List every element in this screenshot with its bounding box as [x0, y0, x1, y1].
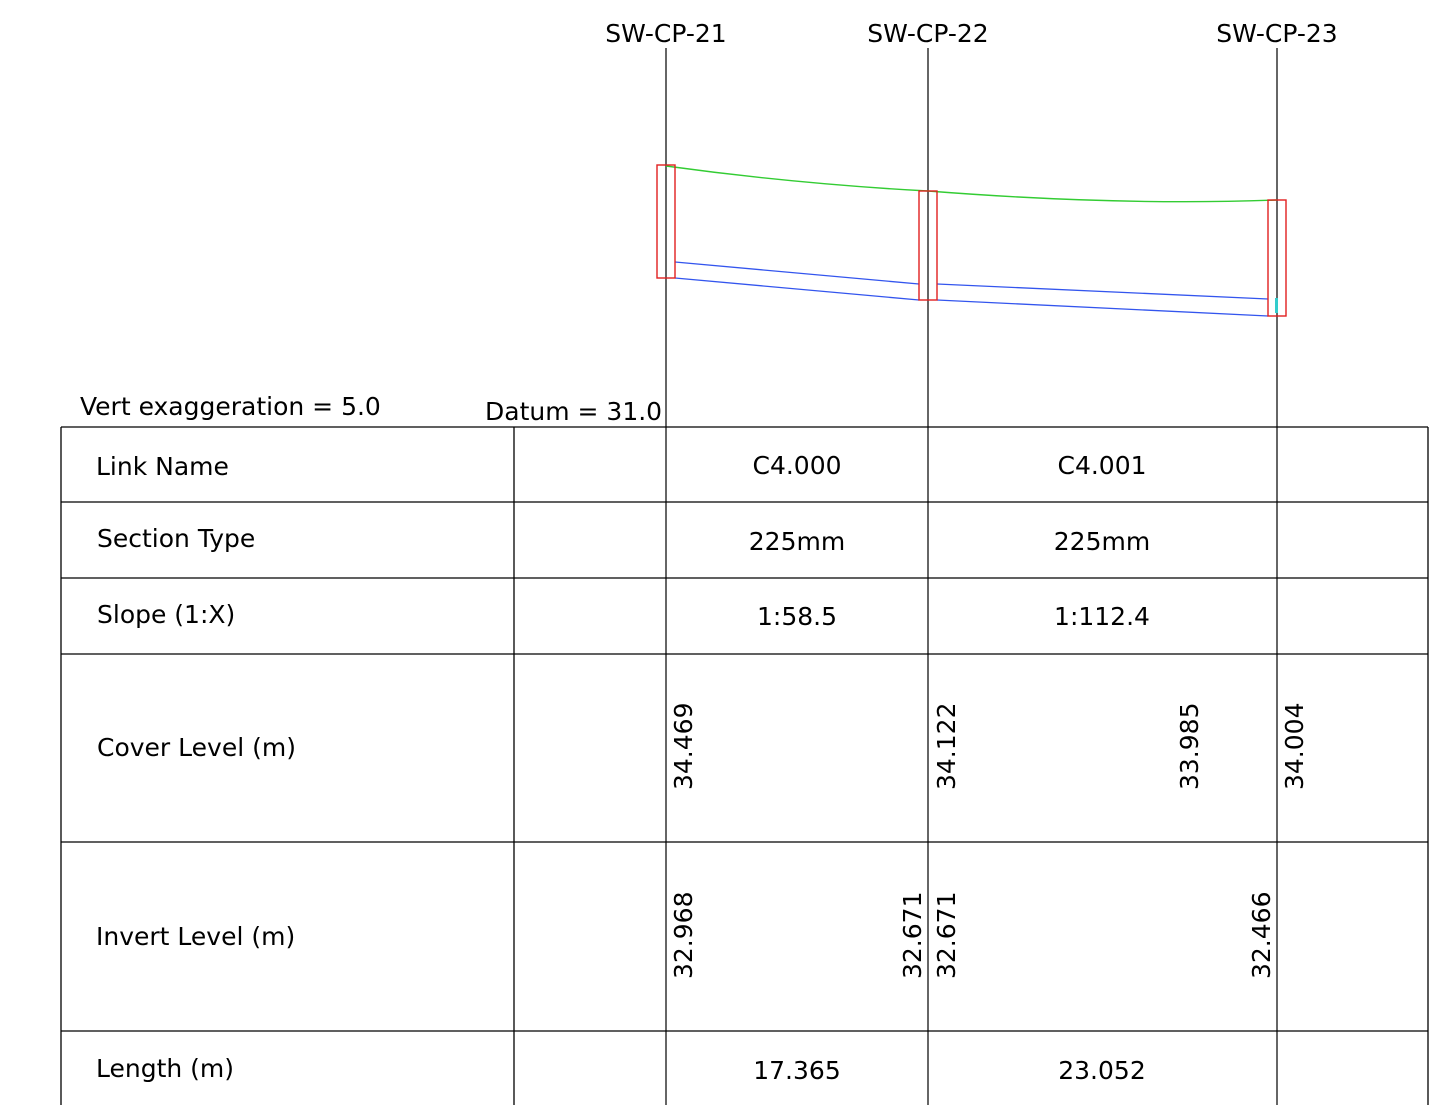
manhole-sw-cp-21 [656, 164, 676, 279]
row-label-invert-level: Invert Level (m) [96, 922, 295, 951]
ground-level-line [665, 165, 1278, 203]
row-label-slope: Slope (1:X) [97, 600, 235, 629]
row-label-link-name: Link Name [96, 452, 229, 481]
section-type-c4-001: 225mm [1054, 527, 1150, 556]
cover-level-intermediate: 33.985 [1175, 703, 1204, 790]
pipe-c4-001-crown [936, 283, 1269, 300]
section-table-grid [60, 426, 1429, 1105]
invert-level-c4-001-down: 32.466 [1247, 892, 1276, 979]
vert-exaggeration-note: Vert exaggeration = 5.0 [80, 392, 381, 421]
pipe-c4-000-invert [674, 277, 920, 301]
manhole-label-sw-cp-23: SW-CP-23 [1216, 19, 1337, 48]
manhole-sw-cp-22 [918, 190, 938, 301]
slope-c4-000: 1:58.5 [757, 602, 837, 631]
length-c4-001: 23.052 [1058, 1056, 1145, 1085]
row-label-cover-level: Cover Level (m) [97, 733, 296, 762]
invert-level-c4-000-up: 32.968 [669, 892, 698, 979]
row-label-section-type: Section Type [97, 524, 255, 553]
cover-level-sw-cp-22: 34.122 [932, 703, 961, 790]
cover-level-sw-cp-23: 34.004 [1280, 703, 1309, 790]
datum-note: Datum = 31.0 [485, 397, 662, 426]
section-type-c4-000: 225mm [749, 527, 845, 556]
link-name-c4-001: C4.001 [1057, 451, 1146, 480]
link-name-c4-000: C4.000 [752, 451, 841, 480]
length-c4-000: 17.365 [753, 1056, 840, 1085]
invert-level-c4-001-up: 32.671 [932, 892, 961, 979]
manhole-label-sw-cp-22: SW-CP-22 [867, 19, 988, 48]
row-label-length: Length (m) [96, 1054, 234, 1083]
water-level-marker [1275, 298, 1278, 313]
invert-level-c4-000-down: 32.671 [898, 892, 927, 979]
cover-level-sw-cp-21: 34.469 [669, 703, 698, 790]
manhole-sw-cp-23 [1267, 199, 1287, 317]
pipe-c4-000-crown [674, 261, 920, 285]
slope-c4-001: 1:112.4 [1054, 602, 1150, 631]
pipe-c4-001-invert [936, 299, 1269, 317]
manhole-label-sw-cp-21: SW-CP-21 [605, 19, 726, 48]
